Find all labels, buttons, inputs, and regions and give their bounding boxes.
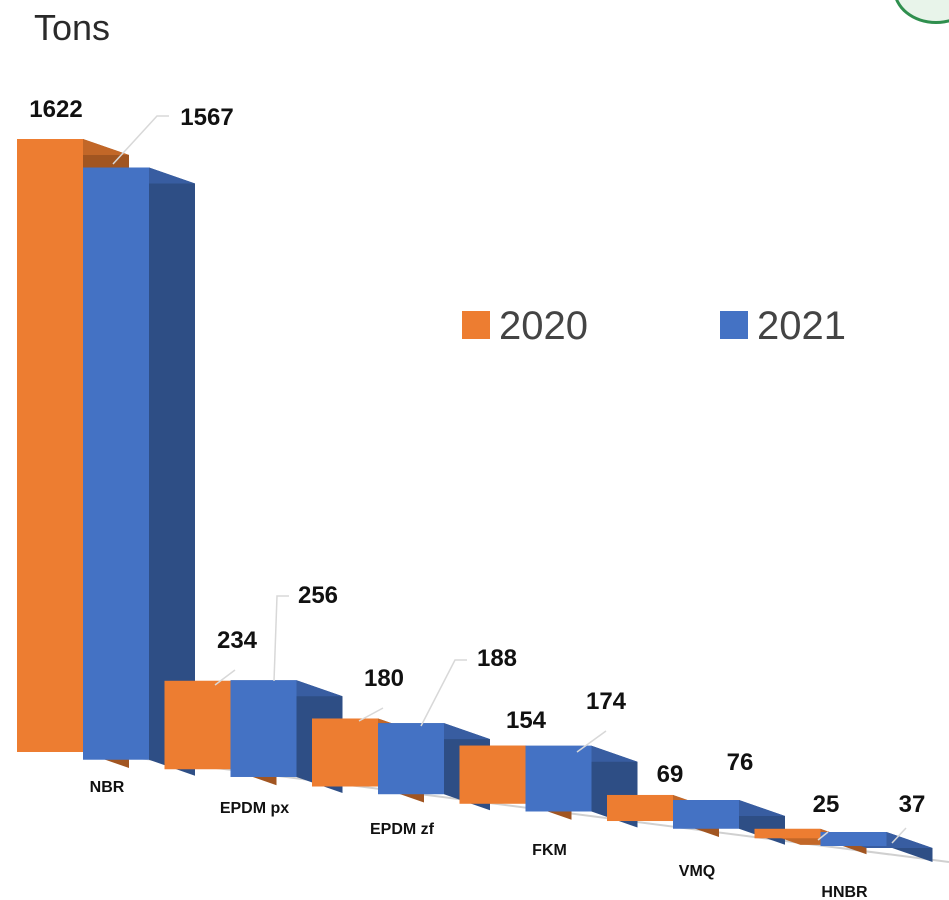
legend-item-2021: 2021 [720, 304, 846, 348]
data-label-hnbr-2021: 37 [899, 791, 926, 818]
labels-layer: NBR EPDM px EPDM zf FKM VMQ HNBR 1622 1567 234 25… [29, 96, 925, 900]
bar-hnbr-2021 [820, 832, 933, 863]
bar-front [230, 680, 297, 777]
bar-front [83, 167, 149, 760]
data-label-nbr-2020: 1622 [29, 96, 82, 123]
legend-swatch [462, 311, 490, 339]
leader-line [112, 115, 169, 165]
data-label-fkm-2021: 174 [586, 688, 627, 715]
bar-front [525, 745, 592, 812]
legend: 2020 2021 [462, 304, 846, 348]
leader-line [891, 827, 907, 844]
leader-line [420, 659, 467, 727]
category-label: NBR [90, 779, 125, 796]
leader-line [817, 831, 829, 841]
bar-front [378, 723, 444, 795]
bar-front [459, 745, 526, 804]
legend-label: 2021 [757, 304, 846, 348]
bar-front [754, 828, 821, 839]
category-label: FKM [532, 842, 567, 859]
data-label-epdm-px-2021: 256 [298, 582, 338, 609]
leader-line [576, 730, 607, 753]
data-label-epdm-px-2020: 234 [217, 627, 258, 654]
bar-front [673, 800, 739, 829]
data-label-epdm-zf-2020: 180 [364, 665, 404, 692]
data-label-vmq-2020: 69 [657, 761, 684, 788]
category-label: EPDM zf [370, 821, 435, 838]
data-label-nbr-2021: 1567 [180, 104, 233, 131]
leader-line [273, 595, 289, 682]
bar-front [607, 794, 673, 822]
leader-line [358, 707, 384, 722]
category-label: VMQ [679, 863, 715, 880]
bar-front [820, 832, 887, 847]
data-label-hnbr-2020: 25 [813, 791, 840, 818]
bar-front [164, 680, 231, 770]
data-label-fkm-2020: 154 [506, 707, 547, 734]
bar-front [312, 718, 378, 787]
bars-layer [17, 139, 933, 863]
legend-swatch [720, 311, 748, 339]
legend-item-2020: 2020 [462, 304, 588, 348]
category-label: HNBR [821, 884, 868, 900]
data-label-vmq-2021: 76 [727, 749, 754, 776]
bar-nbr-2021 [83, 167, 195, 776]
bar-front [17, 139, 83, 752]
data-label-epdm-zf-2021: 188 [477, 645, 517, 672]
bar-side [149, 167, 195, 776]
y-axis-label: Tons [34, 7, 110, 48]
legend-label: 2020 [499, 304, 588, 348]
leader-line [214, 669, 236, 686]
bar-vmq-2021 [673, 800, 785, 845]
category-label: EPDM px [220, 800, 289, 817]
